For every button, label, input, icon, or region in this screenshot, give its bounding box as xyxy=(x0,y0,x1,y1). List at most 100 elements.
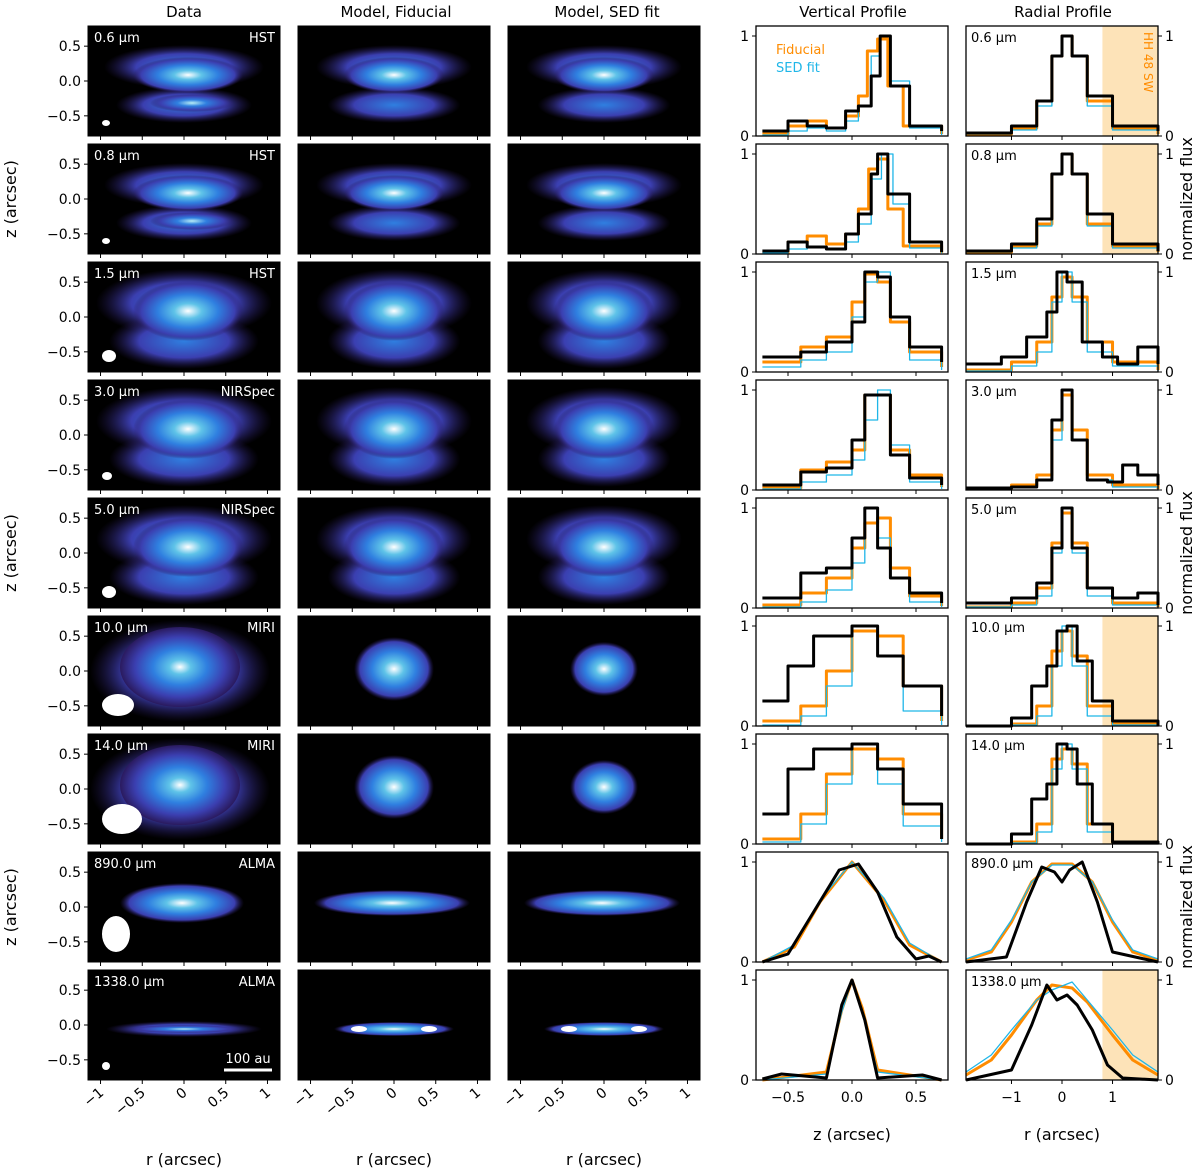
instrument-label: HST xyxy=(249,267,275,282)
y-tick-label: −0.5 xyxy=(47,227,81,243)
wavelength-label: 14.0 µm xyxy=(94,739,148,754)
sed-fit-model-panel xyxy=(507,497,701,612)
profile-line-data xyxy=(966,270,1160,366)
instrument-label: MIRI xyxy=(247,739,275,754)
nebula-dark-lane-lower xyxy=(150,212,234,230)
y-tick-label: 0.5 xyxy=(59,39,81,55)
x-axis-label: r (arcsec) xyxy=(1024,1125,1100,1144)
y-tick-label: 1 xyxy=(1165,737,1174,753)
y-tick-label: 0 xyxy=(1165,837,1174,853)
radial-profile-panel: 0 1 0.8 µm xyxy=(965,143,1174,263)
instrument-label: MIRI xyxy=(247,621,275,636)
vertical-profile-panel: 0 1 −0.5 0.0 0.5 xyxy=(740,969,949,1106)
sed-fit-model-panel xyxy=(507,733,701,848)
profile-line-data xyxy=(966,506,1160,605)
y-axis-label-right: normalized flux xyxy=(1177,845,1196,969)
x-tick-label: 0 xyxy=(173,1085,190,1103)
y-tick-label: 0 xyxy=(740,837,749,853)
profile-line-fiducial xyxy=(965,862,1159,962)
panel-frame xyxy=(297,851,491,963)
y-tick-label: 0 xyxy=(740,247,749,263)
wavelength-label: 5.0 µm xyxy=(971,503,1017,518)
profile-line-data xyxy=(762,270,944,362)
y-tick-label: −0.5 xyxy=(47,581,81,597)
data-image-panel: 10.0 µm MIRI 0.5 0.0 −0.5 xyxy=(47,615,281,730)
y-tick-label: 1 xyxy=(740,855,749,871)
scale-bar-label: 100 au xyxy=(225,1052,270,1067)
panel-frame xyxy=(507,497,701,609)
profile-line-data xyxy=(966,152,1160,253)
x-tick-label: −1 xyxy=(291,1085,317,1111)
panel-frame xyxy=(507,261,701,373)
y-tick-label: 0.5 xyxy=(59,747,81,763)
x-tick-label: 0.0 xyxy=(841,1090,863,1106)
vertical-profile-panel: 01 xyxy=(740,851,949,971)
nebula-core xyxy=(133,399,243,459)
profile-line-data xyxy=(762,978,942,1082)
fiducial-model-panel xyxy=(297,25,491,140)
y-tick-label: 1 xyxy=(740,501,749,517)
radial-profile-panel: 0 1 5.0 µm xyxy=(965,497,1174,617)
nebula-core xyxy=(554,57,654,93)
ring-peak-left xyxy=(561,1026,577,1032)
y-axis-label: z (arcsec) xyxy=(1,514,20,592)
vertical-profile-panel: 01 xyxy=(740,379,949,499)
beam-ellipse xyxy=(102,238,110,244)
y-tick-label: 1 xyxy=(1165,501,1174,517)
vertical-profile-panel: 01 xyxy=(740,143,949,263)
beam-ellipse xyxy=(102,350,116,362)
wavelength-label: 0.8 µm xyxy=(94,149,140,164)
x-axis-label: r (arcsec) xyxy=(566,1150,642,1169)
nebula-lobe-lower xyxy=(327,87,461,123)
y-tick-label: −0.5 xyxy=(47,1053,81,1069)
alma-disk xyxy=(544,1022,664,1036)
y-tick-label: 1 xyxy=(740,29,749,45)
profile-line-sed-fit xyxy=(762,979,942,1081)
y-tick-label: 1 xyxy=(1165,619,1174,635)
nebula-core xyxy=(133,57,243,93)
model-core xyxy=(570,641,638,697)
nebula-core xyxy=(344,399,444,459)
beam-ellipse xyxy=(102,916,130,952)
panel-frame xyxy=(507,379,701,491)
instrument-label: ALMA xyxy=(239,857,275,872)
y-axis-label: z (arcsec) xyxy=(1,160,20,238)
nebula-core xyxy=(133,281,243,341)
x-axis-label: z (arcsec) xyxy=(813,1125,891,1144)
y-tick-label: 1 xyxy=(1165,855,1174,871)
y-tick-label: 0.5 xyxy=(59,157,81,173)
panel-frame xyxy=(297,25,491,137)
sed-fit-model-panel xyxy=(507,143,701,258)
ring-peak-left xyxy=(351,1026,367,1032)
y-tick-label: 0.5 xyxy=(59,511,81,527)
fiducial-model-panel xyxy=(297,615,491,730)
y-tick-label: 0 xyxy=(740,365,749,381)
data-image-panel: 890.0 µm ALMA 0.5 0.0 −0.5 xyxy=(47,851,281,966)
instrument-label: HST xyxy=(249,149,275,164)
shaded-region xyxy=(1102,144,1158,254)
profile-line-sed-fit xyxy=(965,981,1159,1073)
x-tick-label: 1 xyxy=(467,1085,484,1103)
wavelength-label: 3.0 µm xyxy=(94,385,140,400)
y-tick-label: −0.5 xyxy=(47,109,81,125)
y-tick-label: 0 xyxy=(1165,955,1174,971)
panel-frame xyxy=(507,25,701,137)
profile-line-fiducial xyxy=(762,978,942,1082)
alma-disk-core xyxy=(129,1025,239,1033)
panel-frame xyxy=(507,969,701,1081)
instrument-label: HST xyxy=(249,31,275,46)
column-title: Model, Fiducial xyxy=(340,3,451,21)
alma-disk xyxy=(120,883,244,923)
y-tick-label: 0 xyxy=(1165,601,1174,617)
x-tick-label: −0.5 xyxy=(771,1090,805,1106)
y-tick-label: 1 xyxy=(1165,265,1174,281)
wavelength-label: 1338.0 µm xyxy=(971,975,1042,990)
nebula-core xyxy=(554,399,654,459)
nebula-lobe-lower xyxy=(537,205,671,241)
data-image-panel: 14.0 µm MIRI 0.5 0.0 −0.5 xyxy=(47,733,281,848)
beam-ellipse xyxy=(102,1062,110,1070)
profile-line-data xyxy=(965,983,1159,1082)
profile-line-sed-fit xyxy=(965,864,1159,960)
panel-frame xyxy=(297,733,491,845)
panel-frame xyxy=(297,379,491,491)
